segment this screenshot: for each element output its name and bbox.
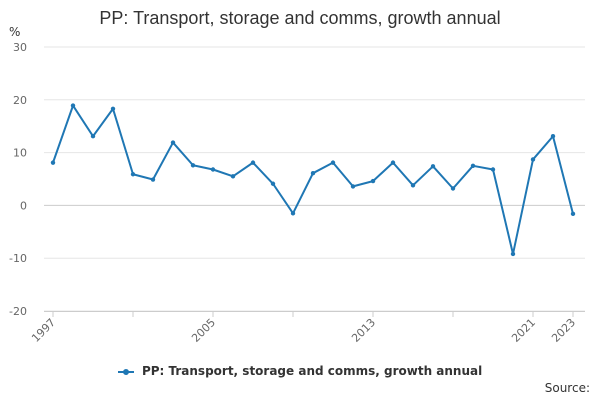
x-axis: 1997 2005 2013 2021 2023 [29, 311, 585, 345]
data-point [150, 177, 156, 182]
y-tick-label: -10 [9, 252, 27, 265]
series-line [52, 104, 574, 255]
data-point [90, 134, 96, 139]
series-layer [50, 103, 576, 257]
y-tick-label: 30 [13, 41, 27, 54]
x-tick-label: 2021 [509, 316, 538, 345]
source-label: Source: [544, 381, 590, 395]
x-tick-label: 2005 [189, 316, 218, 345]
y-axis: -20 -10 0 10 20 30% [9, 25, 27, 318]
data-point [330, 160, 336, 165]
data-point [510, 251, 516, 257]
legend-label: PP: Transport, storage and comms, growth… [141, 364, 483, 378]
data-point [170, 140, 176, 145]
data-point [570, 211, 576, 217]
data-point [270, 181, 276, 186]
chart-title: PP: Transport, storage and comms, growth… [99, 8, 501, 28]
x-tick-label: 1997 [29, 316, 58, 345]
data-point [310, 170, 316, 176]
data-point [470, 163, 476, 168]
x-tick-label: 2023 [549, 316, 578, 345]
data-point [130, 172, 136, 177]
data-point [190, 163, 196, 168]
data-point [230, 174, 236, 179]
data-point [370, 178, 376, 184]
y-tick-label: -20 [9, 305, 27, 318]
data-point [550, 134, 556, 139]
data-point [250, 160, 256, 165]
y-tick-label: 10 [13, 147, 27, 160]
gridlines [44, 46, 585, 312]
data-point [70, 103, 76, 108]
y-axis-unit: % [9, 25, 20, 39]
legend[interactable]: PP: Transport, storage and comms, growth… [0, 364, 600, 378]
data-point [350, 184, 356, 189]
legend-swatch [117, 368, 134, 375]
y-tick-label: 0 [20, 199, 27, 212]
data-point [50, 160, 56, 165]
data-point [110, 106, 116, 111]
data-point [290, 211, 296, 216]
data-point [530, 157, 536, 162]
data-point [410, 183, 416, 188]
x-tick-label: 2013 [349, 316, 378, 345]
data-point [450, 186, 456, 191]
data-point [210, 167, 216, 172]
y-tick-label: 20 [13, 94, 27, 107]
data-point [430, 164, 436, 169]
data-point [390, 160, 396, 165]
data-point [490, 167, 496, 172]
